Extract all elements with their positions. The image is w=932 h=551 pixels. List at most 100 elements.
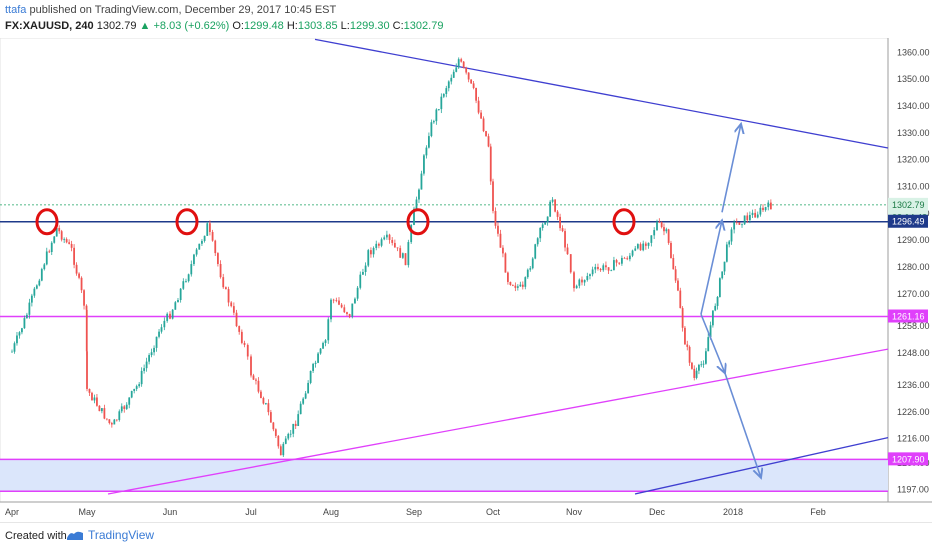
candle-body: [88, 388, 91, 393]
candle-body: [546, 216, 549, 223]
candle-body: [85, 309, 88, 352]
candle-body: [442, 93, 445, 97]
candle-body: [393, 242, 396, 248]
candle-body: [60, 231, 63, 240]
x-tick-label: Nov: [566, 507, 583, 517]
candle-body: [494, 211, 497, 226]
candle-body: [435, 109, 438, 122]
candle-body: [96, 397, 98, 406]
price-chart[interactable]: 1197.001207.001216.001226.001236.001248.…: [0, 38, 932, 522]
candle-body: [440, 96, 443, 110]
candle-body: [257, 380, 260, 392]
candle-body: [209, 223, 211, 232]
candle-body: [499, 233, 502, 248]
candle-body: [340, 304, 343, 308]
high-label: H:: [286, 20, 298, 32]
candle-body: [621, 257, 623, 264]
author-link[interactable]: ttafa: [5, 4, 27, 16]
candle-body: [396, 247, 399, 249]
candle-body: [636, 244, 639, 249]
candle-body: [101, 408, 103, 412]
candle-body: [85, 305, 88, 310]
publish-text: published on TradingView.com, December 2…: [29, 4, 337, 16]
candle-body: [120, 406, 123, 412]
candle-body: [307, 382, 310, 394]
candle-body: [297, 414, 300, 426]
candle-body: [214, 240, 217, 254]
brand-label: TradingView: [88, 528, 155, 542]
candle-body: [743, 215, 746, 225]
candle-body: [260, 391, 262, 398]
candle-body: [420, 173, 423, 190]
candle-body: [195, 249, 198, 255]
candle-body: [756, 214, 759, 218]
candle-body: [314, 362, 317, 364]
candle-body: [711, 310, 714, 326]
candle-body: [672, 257, 675, 270]
candle-body: [282, 443, 285, 456]
candle-body: [187, 274, 190, 282]
candle-body: [455, 67, 458, 72]
candle-body: [658, 221, 661, 223]
candle-body: [30, 295, 33, 303]
tradingview-brand[interactable]: TradingView: [66, 528, 154, 542]
candle-body: [615, 260, 618, 263]
price-label-box: [888, 214, 928, 228]
candle-body: [378, 243, 380, 246]
candle-body: [644, 243, 647, 246]
candle-body: [211, 231, 214, 241]
candle-body: [108, 419, 111, 424]
candle-body: [240, 331, 243, 343]
candle-body: [338, 300, 340, 305]
y-tick-label: 1330.00: [897, 128, 930, 138]
candle-body: [153, 347, 155, 353]
candle-body: [287, 433, 290, 439]
candle-body: [203, 235, 206, 241]
candle-body: [130, 390, 133, 398]
open-label: O:: [232, 20, 244, 32]
price-label-zone: 1207.90: [892, 454, 925, 464]
candle-body: [354, 298, 356, 304]
resistance-touch-circle: [175, 208, 199, 236]
candle-body: [480, 112, 482, 119]
candle-body: [583, 279, 586, 283]
candle-body: [73, 247, 75, 265]
candle-body: [607, 267, 610, 271]
candle-body: [605, 265, 607, 268]
candle-body: [541, 224, 544, 228]
candle-body: [38, 280, 41, 286]
candle-body: [128, 397, 131, 405]
x-tick-label: 2018: [723, 507, 743, 517]
candle-body: [55, 227, 58, 237]
candle-body: [40, 269, 43, 281]
candle-body: [684, 327, 686, 345]
candle-body: [702, 363, 705, 365]
candle-body: [150, 352, 153, 356]
candle-body: [599, 268, 602, 271]
candle-body: [98, 405, 101, 412]
y-tick-label: 1197.00: [897, 485, 929, 495]
candle-body: [50, 242, 53, 253]
demand-zone: [0, 459, 888, 492]
candle-body: [551, 199, 554, 202]
candle-body: [255, 379, 257, 381]
candle-body: [201, 240, 203, 244]
projection-arrow: [700, 313, 725, 373]
candle-body: [375, 243, 378, 248]
candle-body: [497, 225, 499, 234]
candle-body: [351, 303, 354, 317]
candle-body: [516, 286, 519, 288]
x-tick-label: Dec: [649, 507, 666, 517]
plot-area: [0, 38, 889, 503]
candle-body: [16, 335, 18, 344]
candle-body: [367, 250, 370, 266]
candle-body: [716, 296, 719, 306]
candles: [11, 57, 772, 458]
candle-body: [265, 403, 267, 404]
candle-body: [602, 265, 605, 271]
candle-body: [312, 363, 314, 371]
candle-body: [364, 265, 367, 272]
candle-body: [751, 212, 754, 216]
candle-body: [289, 433, 292, 435]
candle-body: [482, 118, 485, 132]
